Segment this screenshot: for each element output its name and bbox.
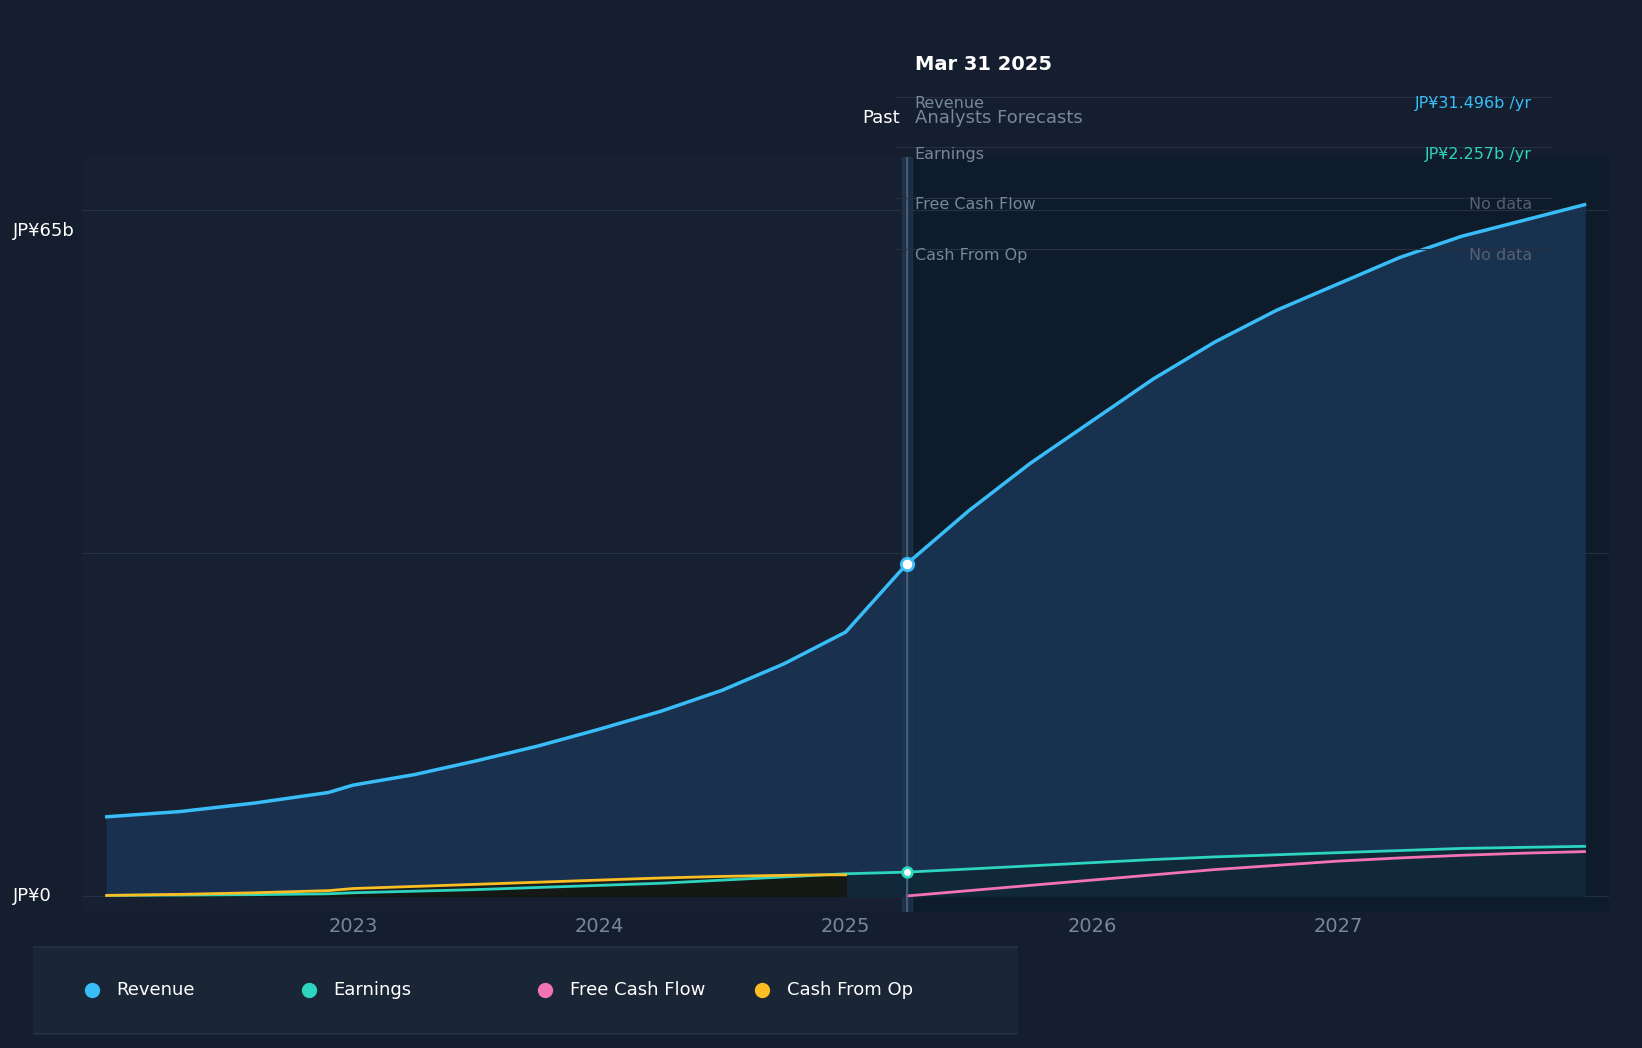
Text: JP¥65b: JP¥65b <box>13 221 76 240</box>
Text: Mar 31 2025: Mar 31 2025 <box>915 56 1051 74</box>
Text: Cash From Op: Cash From Op <box>915 248 1026 263</box>
Text: Cash From Op: Cash From Op <box>787 981 913 1000</box>
Text: Past: Past <box>862 109 900 127</box>
Text: Free Cash Flow: Free Cash Flow <box>570 981 704 1000</box>
Text: JP¥31.496b /yr: JP¥31.496b /yr <box>1415 96 1532 111</box>
Text: Revenue: Revenue <box>915 96 985 111</box>
Text: Analysts Forecasts: Analysts Forecasts <box>915 109 1082 127</box>
Text: Earnings: Earnings <box>333 981 412 1000</box>
Text: Revenue: Revenue <box>117 981 195 1000</box>
Bar <box>82 157 906 912</box>
Bar <box>906 157 1609 912</box>
Text: No data: No data <box>1468 197 1532 213</box>
Text: Free Cash Flow: Free Cash Flow <box>915 197 1034 213</box>
FancyBboxPatch shape <box>28 947 1023 1033</box>
Text: JP¥0: JP¥0 <box>13 887 53 904</box>
Text: No data: No data <box>1468 248 1532 263</box>
Bar <box>901 157 911 912</box>
Text: JP¥2.257b /yr: JP¥2.257b /yr <box>1425 147 1532 161</box>
Text: Earnings: Earnings <box>915 147 985 161</box>
